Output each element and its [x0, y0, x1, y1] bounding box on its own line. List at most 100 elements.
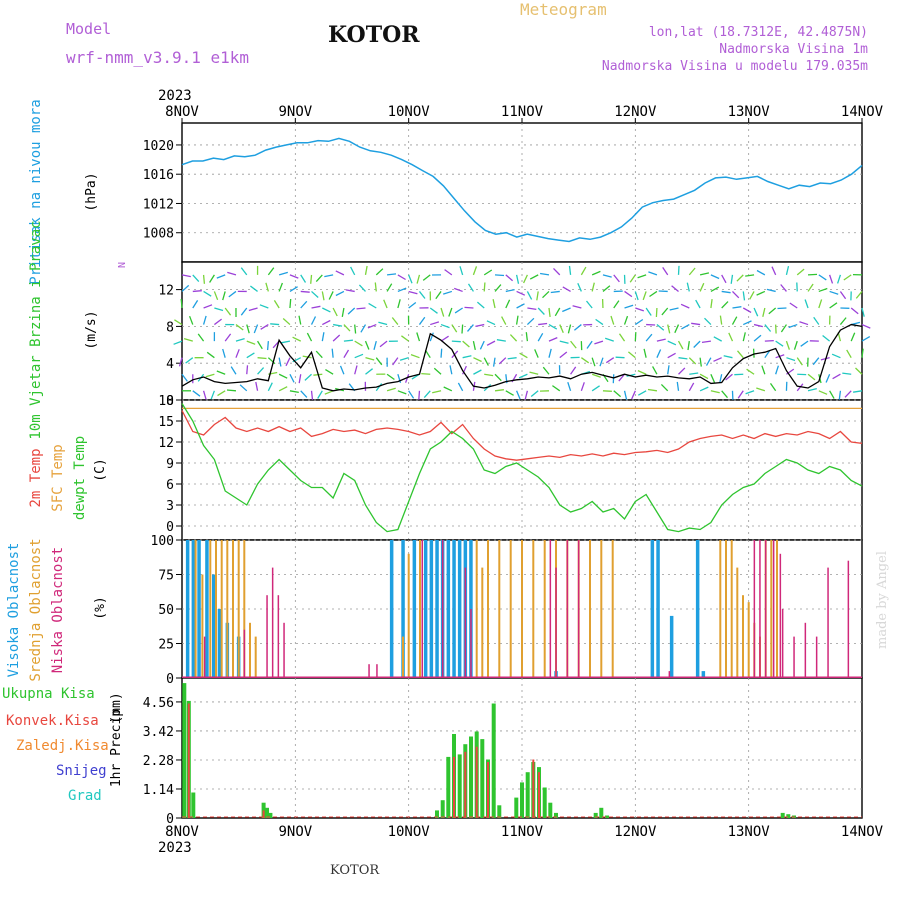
wind-barb [710, 286, 720, 293]
wind-barb [580, 266, 587, 276]
model-elevation-text: Nadmorska Visina u modelu 179.035m [601, 59, 868, 74]
wind-axis-label: 10m Vjetar Brzina i Pravac [28, 220, 44, 439]
cloud-bar [402, 636, 404, 678]
precip-total-bar [548, 802, 553, 818]
wind-barb [553, 267, 561, 276]
wind-barb [339, 365, 345, 375]
wind-barb [655, 307, 658, 318]
wind-compass-label: N [115, 262, 126, 268]
wind-barb [624, 290, 633, 298]
wind-barb [699, 282, 705, 292]
pressure-unit-label: (hPa) [84, 172, 99, 211]
wind-barb [253, 324, 259, 334]
precip-legend-item: Konvek.Kisa [6, 713, 99, 729]
wind-barb [842, 372, 852, 375]
wind-barb [721, 274, 727, 284]
wind-barb [408, 390, 415, 399]
cloud-bar [470, 609, 472, 678]
cloud-bar [543, 540, 546, 678]
wind-barb [595, 318, 604, 326]
wind-barb [459, 266, 464, 276]
wind-barb [365, 357, 375, 361]
bottom-day-label: 11NOV [501, 824, 544, 840]
wind-barb [599, 357, 604, 367]
wind-barb [505, 288, 515, 293]
cloud-bar [368, 664, 370, 678]
wind-barb [713, 336, 722, 342]
wind-barb [829, 290, 839, 295]
wind-barb [443, 386, 453, 392]
wind-barb [255, 381, 259, 391]
wind-barb [239, 384, 248, 392]
precip-total-bar [469, 736, 473, 818]
wind-barb [721, 290, 731, 294]
wind-barb [213, 318, 222, 326]
wind-barb [315, 350, 323, 359]
precip-total-bar [786, 814, 791, 818]
wind-barb [686, 282, 690, 292]
wind-barb [627, 351, 636, 359]
wind-barb [822, 334, 831, 342]
wind-barb [764, 339, 774, 342]
wind-barb [526, 317, 535, 326]
wind-barb [185, 357, 194, 364]
wind-barb [483, 282, 486, 292]
wind-barb [585, 300, 593, 309]
wind-barb [526, 291, 533, 300]
wind-barb [183, 337, 193, 342]
cloud-bar [695, 540, 700, 678]
wind-barb [777, 307, 787, 310]
wind-barb [332, 307, 338, 317]
cloud-bar [401, 540, 405, 678]
cloud-bar [243, 629, 246, 678]
wind-barb [257, 367, 265, 375]
cloud-bar [772, 540, 775, 678]
wind-barb [173, 340, 183, 345]
wind-barb [537, 332, 544, 342]
wind-barb [691, 322, 701, 326]
pressure-line [181, 137, 863, 243]
wind-barb [192, 274, 200, 283]
wind-barb [505, 390, 514, 396]
wind-barb [343, 339, 353, 342]
wind-barb [430, 321, 440, 326]
wind-barb [324, 390, 334, 395]
wind-barb [577, 282, 582, 292]
wind-barb [451, 324, 458, 333]
wind-barb [408, 274, 413, 284]
wind-barb [267, 382, 273, 392]
sfc-axis-label: SFC Temp [50, 444, 66, 511]
wind-barb [656, 338, 666, 342]
wind-barb [224, 333, 232, 342]
cloud-bar [793, 636, 795, 678]
wind-barb [483, 269, 493, 276]
wind-barb [732, 290, 740, 299]
precip-legend-item: Ukupna Kisa [2, 686, 95, 702]
wind-barb [818, 299, 823, 309]
wind-barb [688, 382, 695, 392]
wind-barb [507, 357, 517, 360]
wind-barb [591, 385, 600, 392]
wind-barb [391, 317, 399, 325]
wind-barb [850, 332, 856, 342]
wind-barb [745, 390, 755, 395]
wind-barb [656, 324, 665, 331]
temp2m-line [181, 410, 863, 461]
wind-barb [246, 324, 250, 334]
wind-barb [699, 357, 702, 367]
wind-barb [637, 390, 647, 396]
cloud-bar [464, 567, 467, 678]
wind-barb [397, 390, 407, 395]
wind-barb [861, 336, 871, 342]
wind-barb [838, 390, 842, 400]
wind-barb [270, 323, 280, 326]
wind-barb [542, 290, 550, 299]
cloud-unit-label: (%) [93, 596, 108, 619]
wind-barb [756, 387, 766, 392]
wind-barb [278, 271, 288, 276]
wind-barb [515, 315, 519, 325]
wind-barb [373, 340, 377, 350]
wind-barb [529, 371, 539, 375]
precip-total-bar [268, 812, 273, 818]
wind-barb [408, 290, 418, 295]
